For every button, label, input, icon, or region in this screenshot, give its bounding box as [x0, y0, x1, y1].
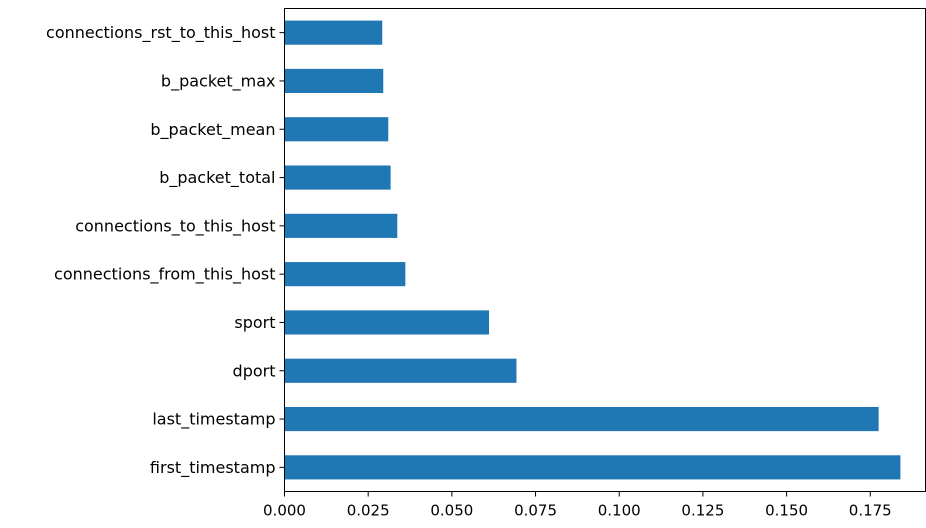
bar-dport [284, 358, 517, 383]
y-tick-label: dport [233, 361, 276, 380]
bar-b-packet-max [284, 68, 384, 94]
y-tick-label: connections_to_this_host [75, 216, 275, 236]
x-tick-label: 0.175 [849, 502, 892, 520]
y-tick-label: sport [234, 313, 275, 332]
bar-connections-to-this-host [284, 213, 398, 238]
bars-layer [284, 20, 901, 480]
bar-b-packet-mean [284, 117, 389, 142]
bar-b-packet-total [284, 165, 391, 190]
y-tick-label: b_packet_mean [150, 120, 275, 140]
y-tick-label: connections_rst_to_this_host [46, 23, 275, 43]
x-tick-labels: 0.000 0.025 0.050 0.075 0.100 0.125 0.150 0.175 [263, 491, 892, 520]
x-tick-label: 0.050 [430, 502, 473, 520]
bar-last-timestamp [284, 406, 879, 432]
y-tick-label: connections_from_this_host [54, 265, 275, 285]
bar-connections-rst-to-this-host [284, 20, 383, 45]
x-tick-label: 0.025 [347, 502, 390, 520]
y-tick-label: b_packet_max [161, 71, 276, 91]
y-tick-labels: first_timestamp last_timestamp dport sport c… [46, 23, 285, 478]
x-tick-label: 0.125 [681, 502, 724, 520]
y-tick-label: b_packet_total [159, 168, 275, 188]
x-tick-label: 0.075 [514, 502, 557, 520]
y-tick-label: first_timestamp [150, 458, 276, 478]
x-tick-label: 0.150 [765, 502, 808, 520]
y-tick-label: last_timestamp [152, 410, 275, 430]
bar-connections-from-this-host [284, 262, 406, 287]
x-tick-label: 0.000 [263, 502, 306, 520]
x-tick-label: 0.100 [598, 502, 641, 520]
bar-first-timestamp [284, 455, 901, 480]
bar-sport [284, 310, 490, 335]
